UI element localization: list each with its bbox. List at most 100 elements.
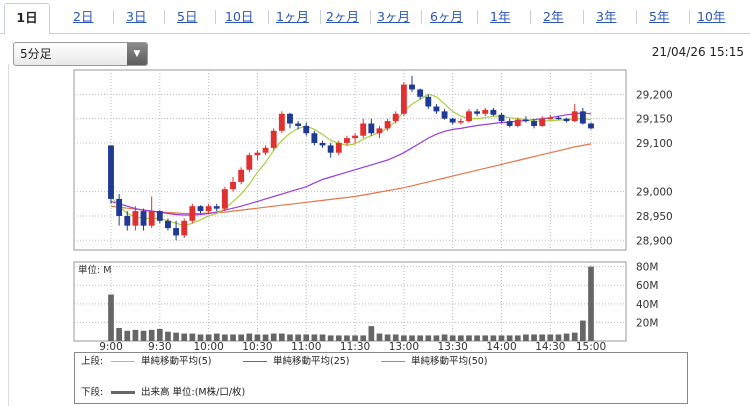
tab-3m[interactable]: 3ヶ月 xyxy=(377,9,410,24)
candle-body xyxy=(116,198,123,216)
candle-body xyxy=(539,118,546,126)
volume-bar xyxy=(409,335,415,341)
candle-body xyxy=(400,84,407,114)
timestamp: 21/04/26 15:15 xyxy=(651,45,744,59)
interval-select[interactable]: 5分足 ▼ xyxy=(13,42,148,66)
volume-bar xyxy=(523,334,529,341)
candle-body xyxy=(287,113,293,124)
tab-1d[interactable]: 1日 xyxy=(4,3,50,35)
tab-separator xyxy=(370,10,371,24)
legend-volume: 出来高 単位:(M株/口/枚) xyxy=(111,386,245,400)
candle-body xyxy=(433,106,440,112)
volume-bar xyxy=(498,335,505,341)
volume-bar xyxy=(417,335,423,341)
legend-volume-swatch xyxy=(111,391,135,394)
time-tick-label: 11:30 xyxy=(340,341,370,352)
volume-tick-label: 40M xyxy=(636,299,658,311)
volume-bar xyxy=(132,329,139,341)
price-tick-label: 29,150 xyxy=(636,114,673,126)
legend-upper-label: 上段: xyxy=(81,356,104,367)
volume-bar xyxy=(539,334,546,341)
chart-frame xyxy=(8,64,750,406)
volume-bar xyxy=(588,266,594,341)
candle-body xyxy=(466,111,472,122)
tab-3y[interactable]: 3年 xyxy=(596,9,617,24)
chart-legend: 上段: 単純移動平均(5) 単純移動平均(25) 単純移動平均(50) 下段: … xyxy=(74,352,688,404)
candle-body xyxy=(246,155,253,170)
tab-5d[interactable]: 5日 xyxy=(177,9,198,24)
volume-bar xyxy=(124,330,131,341)
tab-2d[interactable]: 2日 xyxy=(73,9,94,24)
volume-bar xyxy=(230,334,236,341)
volume-bar xyxy=(392,334,399,341)
candle-body xyxy=(319,142,326,146)
candle-body xyxy=(303,125,310,134)
candle-body xyxy=(230,181,236,190)
volume-bar xyxy=(457,335,464,341)
tab-2y[interactable]: 2年 xyxy=(543,9,564,24)
volume-bar xyxy=(555,334,562,341)
candle-body xyxy=(140,211,147,226)
candle-body xyxy=(181,220,188,236)
candle-body xyxy=(344,138,350,143)
legend-ma50-swatch xyxy=(381,361,405,362)
time-tick-label: 9:30 xyxy=(148,341,172,352)
tab-2m[interactable]: 2ヶ月 xyxy=(326,9,359,24)
volume-bar xyxy=(474,335,480,341)
interval-select-value: 5分足 xyxy=(20,47,52,61)
legend-lower-row: 下段: 出来高 単位:(M株/口/枚) xyxy=(81,386,481,400)
legend-ma5-label: 単純移動平均(5) xyxy=(141,356,212,367)
tab-separator xyxy=(164,10,165,24)
candle-body xyxy=(409,84,415,90)
volume-bar xyxy=(344,335,350,341)
tab-5y[interactable]: 5年 xyxy=(649,9,670,24)
volume-bar xyxy=(222,334,228,341)
candle-body xyxy=(197,206,204,212)
candle-body xyxy=(108,145,114,199)
time-tick-label: 10:00 xyxy=(193,341,223,352)
candle-body xyxy=(360,123,367,136)
volume-bar xyxy=(449,335,456,341)
volume-bar xyxy=(279,333,285,341)
candle-body xyxy=(173,228,180,236)
volume-tick-label: 60M xyxy=(636,280,658,292)
candle-body xyxy=(156,211,163,221)
volume-bar xyxy=(140,330,147,341)
legend-ma25-swatch xyxy=(243,361,267,362)
stock-chart: 29,200 29,150 29,100 29,000 28,950 28,900 80M… xyxy=(73,69,673,352)
tab-1y[interactable]: 1年 xyxy=(490,9,511,24)
candle-body xyxy=(327,145,334,153)
volume-bar xyxy=(181,333,188,341)
time-tick-label: 13:30 xyxy=(438,341,468,352)
tab-6m[interactable]: 6ヶ月 xyxy=(430,9,463,24)
tab-separator xyxy=(113,10,114,24)
tab-separator xyxy=(689,10,690,24)
candle-body xyxy=(384,121,391,129)
time-tick-label: 10:30 xyxy=(242,341,272,352)
candle-body xyxy=(278,113,285,131)
volume-bar xyxy=(571,332,578,341)
tab-10d[interactable]: 10日 xyxy=(225,9,254,24)
candle-body xyxy=(547,117,554,120)
price-tick-label: 28,900 xyxy=(636,235,673,247)
tab-10y[interactable]: 10年 xyxy=(697,9,726,24)
legend-ma50-label: 単純移動平均(50) xyxy=(411,356,488,367)
volume-bar xyxy=(262,334,269,341)
candle-body xyxy=(457,121,464,123)
candle-body xyxy=(270,130,277,148)
candle-body xyxy=(498,114,505,122)
tab-3d[interactable]: 3日 xyxy=(126,9,147,24)
tab-1m[interactable]: 1ヶ月 xyxy=(276,9,309,24)
candle-body xyxy=(392,113,399,122)
candle-body xyxy=(441,111,448,119)
time-axis: 9:00 9:30 10:00 10:30 11:00 11:30 13:00 13:30 14… xyxy=(99,341,606,352)
tab-separator xyxy=(215,10,216,24)
volume-plot-area xyxy=(73,261,627,342)
time-tick-label: 13:00 xyxy=(389,341,419,352)
volume-bar xyxy=(205,334,212,341)
candle-body xyxy=(311,133,318,143)
candle-body xyxy=(254,152,261,156)
candle-body xyxy=(221,189,228,209)
volume-bar xyxy=(531,334,537,341)
volume-bar xyxy=(108,294,114,341)
